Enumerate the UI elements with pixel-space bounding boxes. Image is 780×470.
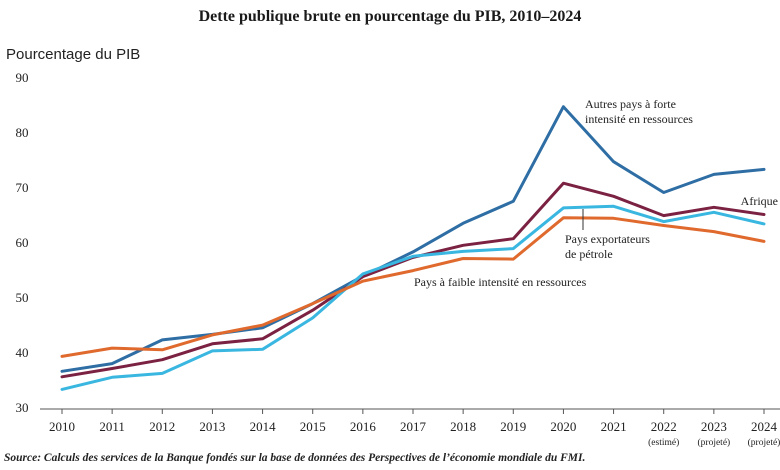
x-tick-label: 2024 — [751, 419, 778, 434]
x-tick-sublabel: (projeté) — [698, 437, 731, 448]
x-tick-label: 2021 — [601, 419, 627, 434]
annotation-label: Pays à faible intensité en ressources — [414, 275, 587, 289]
y-tick-label: 30 — [16, 400, 29, 415]
y-tick-label: 70 — [16, 180, 29, 195]
series-lines — [60, 105, 766, 391]
x-tick-label: 2018 — [450, 419, 476, 434]
x-tick-label: 2020 — [550, 419, 576, 434]
x-tick-label: 2022 — [651, 419, 677, 434]
x-tick-sublabel: (projeté) — [748, 437, 780, 448]
source-note: Source: Calculs des services de la Banqu… — [4, 452, 586, 464]
x-tick-label: 2014 — [250, 419, 277, 434]
x-tick-label: 2023 — [701, 419, 727, 434]
y-tick-label: 90 — [16, 70, 29, 85]
x-tick-label: 2017 — [400, 419, 427, 434]
x-tick-label: 2015 — [300, 419, 326, 434]
x-tick-label: 2010 — [49, 419, 75, 434]
chart-title: Dette publique brute en pourcentage du P… — [198, 8, 582, 25]
x-tick-sublabel: (estimé) — [648, 437, 679, 448]
x-tick-label: 2016 — [350, 419, 377, 434]
x-tick-label: 2012 — [149, 419, 175, 434]
series-line-0 — [60, 105, 766, 373]
annotation-label: Autres pays à forte — [585, 97, 676, 111]
x-tick-label: 2011 — [99, 419, 125, 434]
y-tick-label: 80 — [16, 125, 29, 140]
annotation-label: intensité en ressources — [585, 112, 693, 126]
y-axis: 30 40 50 60 70 80 90 — [16, 70, 29, 415]
annotation-label: de pétrole — [565, 247, 613, 261]
annotation-label: Pays exportateurs — [565, 232, 650, 246]
x-tick-label: 2013 — [199, 419, 225, 434]
y-axis-label: Pourcentage du PIB — [6, 46, 141, 63]
series-line-3 — [60, 216, 766, 358]
series-line-2 — [60, 204, 766, 391]
x-axis: 2010 2011 2012 2013 2014 2015 2016 2017 2018 2019… — [40, 408, 780, 448]
annotation-label: Afrique — [741, 194, 778, 208]
y-tick-label: 40 — [16, 345, 29, 360]
y-tick-label: 60 — [16, 235, 29, 250]
y-tick-label: 50 — [16, 290, 29, 305]
x-tick-label: 2019 — [500, 419, 526, 434]
